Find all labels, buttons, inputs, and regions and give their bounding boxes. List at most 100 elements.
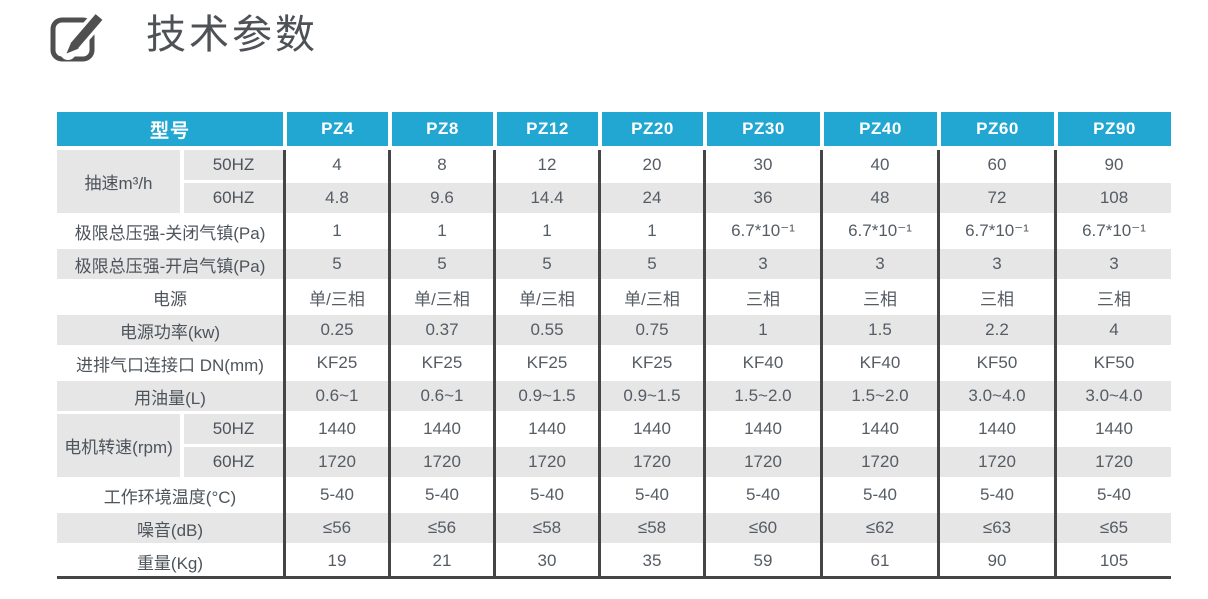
spec-value-cell: 1720 (601, 447, 703, 477)
spec-value-cell: 1720 (1057, 447, 1171, 477)
row-sub-label: 50HZ (184, 150, 283, 180)
spec-value-cell: 1440 (744, 419, 782, 438)
model-column-pz12: PZ12 12 14.4 1 5 单/三相 0.55 KF25 0.9~1.5 1440 1720 5… (493, 112, 598, 576)
model-column-pz60: PZ60 60 72 6.7*10⁻¹ 3 三相 2.2 KF50 3.0~4.0 1440 172… (937, 112, 1054, 576)
row-label: 重量(Kg) (136, 553, 204, 573)
spec-value-cell: 1440 (633, 419, 671, 438)
model-column-body: 12 14.4 1 5 单/三相 0.55 KF25 0.9~1.5 1440 1720 5-40 ≤… (493, 150, 598, 576)
spec-value-cell: 48 (823, 183, 937, 213)
spec-value-cell: 5-40 (862, 485, 898, 504)
row-sub-label: 60HZ (184, 183, 283, 213)
row-group-label: 抽速m³/h (57, 150, 180, 213)
model-header: PZ30 (707, 112, 820, 146)
spec-value-cell: 1440 (1095, 419, 1133, 438)
spec-value-cell: 20 (642, 155, 662, 174)
spec-value-cell: 三相 (980, 289, 1014, 309)
spec-value-cell: 1440 (423, 419, 461, 438)
spec-value-cell: 59 (753, 551, 773, 570)
spec-value-cell: 三相 (863, 289, 897, 309)
model-column-pz90: PZ90 90 108 6.7*10⁻¹ 3 三相 4 KF50 3.0~4.0 1440 1720… (1054, 112, 1171, 576)
spec-value-cell: 5-40 (745, 485, 781, 504)
spec-value-cell: 单/三相 (414, 289, 470, 309)
label-column: 型号 抽速m³/h 50HZ 60HZ 极限总压强-关闭气镇(Pa) 极限总压强-开启气… (57, 112, 283, 576)
model-column-body: 4 4.8 1 5 单/三相 0.25 KF25 0.6~1 1440 1720 5-40 ≤56 19 (283, 150, 388, 576)
page-title: 技术参数 (146, 13, 318, 57)
model-column-pz30: PZ30 30 36 6.7*10⁻¹ 3 三相 1 KF40 1.5~2.0 1440 1720 5… (703, 112, 820, 576)
spec-value-cell: 1 (437, 221, 447, 240)
spec-value-cell: 6.7*10⁻¹ (848, 221, 912, 240)
spec-value-cell: 1720 (706, 447, 820, 477)
model-header: PZ90 (1058, 112, 1171, 146)
spec-value-cell: 14.4 (496, 183, 598, 213)
spec-value-cell: 105 (1099, 551, 1129, 570)
spec-value-cell: 9.6 (391, 183, 493, 213)
spec-value-cell: ≤62 (823, 513, 937, 543)
spec-value-cell: 72 (940, 183, 1054, 213)
model-column-pz8: PZ8 8 9.6 1 5 单/三相 0.37 KF25 0.6~1 1440 1720 5-40 ≤5… (388, 112, 493, 576)
spec-value-cell: 5 (286, 249, 388, 279)
spec-value-cell: 3 (706, 249, 820, 279)
spec-value-cell: 108 (1057, 183, 1171, 213)
spec-value-cell: ≤58 (601, 513, 703, 543)
row-label: 电源功率(kw) (57, 315, 283, 345)
spec-value-cell: 1440 (528, 419, 566, 438)
spec-value-cell: 12 (537, 155, 557, 174)
row-label: 电源 (153, 289, 187, 309)
spec-value-cell: KF50 (976, 353, 1018, 372)
row-label: 工作环境温度(°C) (103, 487, 237, 507)
row-label: 极限总压强-关闭气镇(Pa) (74, 223, 266, 243)
row-label: 噪音(dB) (57, 513, 283, 543)
spec-value-cell: 1720 (496, 447, 598, 477)
model-column-body: 30 36 6.7*10⁻¹ 3 三相 1 KF40 1.5~2.0 1440 1720 5-40 ≤… (703, 150, 820, 576)
spec-value-cell: 三相 (746, 289, 780, 309)
spec-value-cell: ≤63 (940, 513, 1054, 543)
page-header: 技术参数 (48, 6, 318, 64)
spec-value-cell: 6.7*10⁻¹ (965, 221, 1029, 240)
model-column-body: 40 48 6.7*10⁻¹ 3 三相 1.5 KF40 1.5~2.0 1440 1720 5-4… (820, 150, 937, 576)
spec-value-cell: ≤56 (286, 513, 388, 543)
spec-value-cell: 5-40 (319, 485, 355, 504)
spec-value-cell: 5 (391, 249, 493, 279)
spec-value-cell: 1440 (861, 419, 899, 438)
spec-value-cell: KF25 (421, 353, 463, 372)
spec-value-cell: ≤65 (1057, 513, 1171, 543)
row-group-label: 电机转速(rpm) (57, 414, 180, 477)
spec-value-cell: 5-40 (424, 485, 460, 504)
label-column-body: 抽速m³/h 50HZ 60HZ 极限总压强-关闭气镇(Pa) 极限总压强-开启气镇(P… (57, 150, 283, 576)
spec-value-cell: 1.5~2.0 (823, 381, 937, 411)
spec-value-cell: ≤58 (496, 513, 598, 543)
model-column-body: 60 72 6.7*10⁻¹ 3 三相 2.2 KF50 3.0~4.0 1440 1720 5-4… (937, 150, 1054, 576)
spec-value-cell: ≤56 (391, 513, 493, 543)
spec-value-cell: 1 (706, 315, 820, 345)
spec-value-cell: 单/三相 (624, 289, 680, 309)
spec-value-cell: 6.7*10⁻¹ (1082, 221, 1146, 240)
row-label: 进排气口连接口 DN(mm) (76, 355, 264, 375)
spec-value-cell: 0.37 (391, 315, 493, 345)
spec-value-cell: 35 (642, 551, 662, 570)
model-column-body: 90 108 6.7*10⁻¹ 3 三相 4 KF50 3.0~4.0 1440 1720 5-40… (1054, 150, 1171, 576)
spec-value-cell: 6.7*10⁻¹ (731, 221, 795, 240)
spec-value-cell: 5 (601, 249, 703, 279)
spec-value-cell: 0.9~1.5 (601, 381, 703, 411)
spec-value-cell: 4 (332, 155, 342, 174)
spec-value-cell: 5 (496, 249, 598, 279)
spec-value-cell: 61 (870, 551, 890, 570)
spec-value-cell: KF40 (859, 353, 901, 372)
spec-value-cell: KF40 (742, 353, 784, 372)
spec-value-cell: 5-40 (634, 485, 670, 504)
spec-value-cell: KF25 (316, 353, 358, 372)
model-header: PZ60 (941, 112, 1054, 146)
row-label: 用油量(L) (57, 381, 283, 411)
spec-value-cell: 5-40 (529, 485, 565, 504)
spec-value-cell: 40 (870, 155, 890, 174)
spec-value-cell: 1 (647, 221, 657, 240)
model-header: PZ8 (392, 112, 493, 146)
spec-value-cell: 8 (437, 155, 447, 174)
row-sub-label: 60HZ (184, 447, 283, 477)
spec-value-cell: ≤60 (706, 513, 820, 543)
spec-value-cell: 24 (601, 183, 703, 213)
spec-value-cell: 0.55 (496, 315, 598, 345)
spec-value-cell: 1 (542, 221, 552, 240)
edit-icon (50, 7, 106, 62)
model-header: PZ12 (497, 112, 598, 146)
